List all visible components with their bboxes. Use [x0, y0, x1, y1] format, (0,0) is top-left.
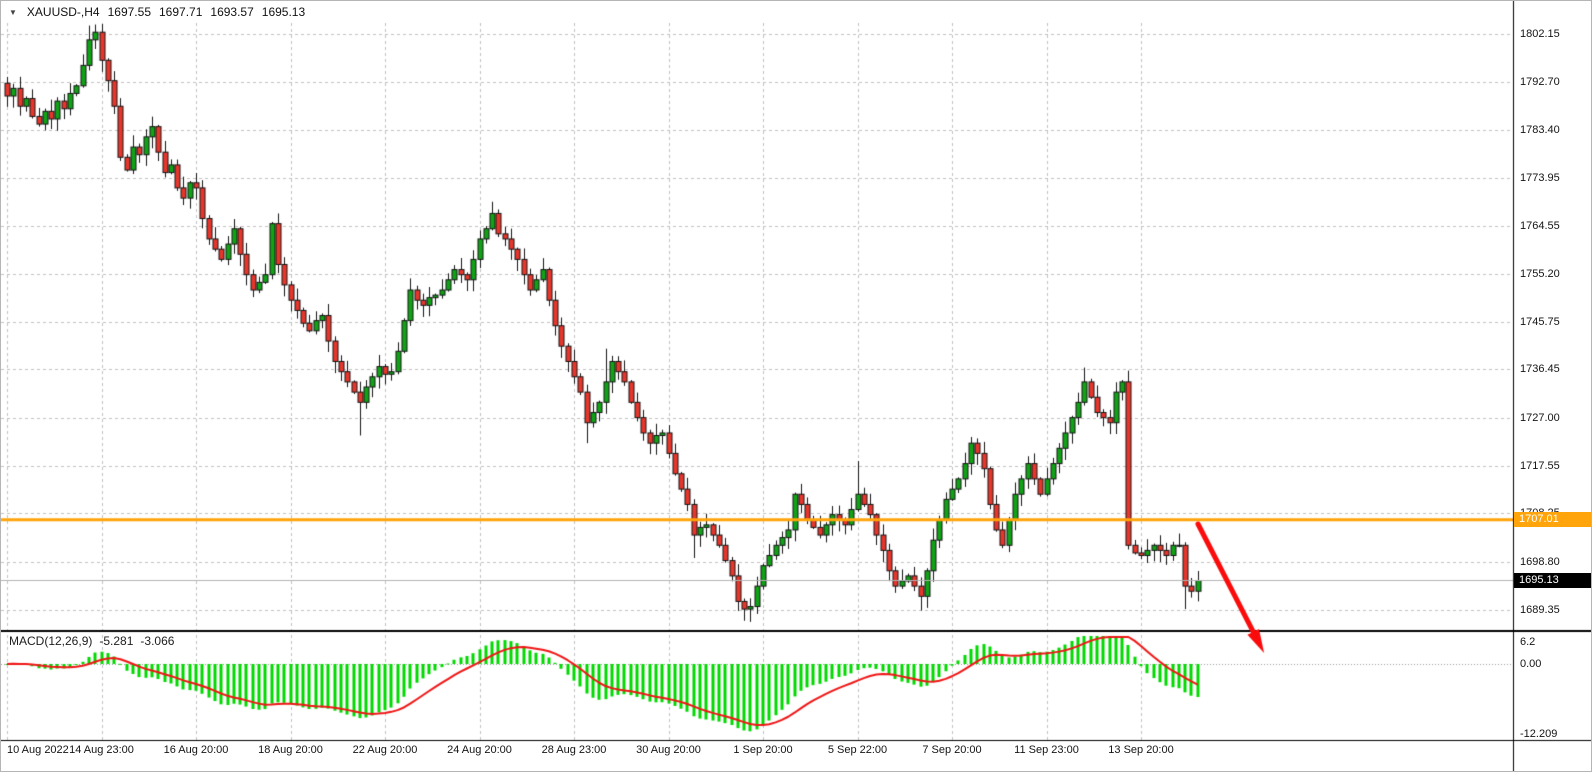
price-axis-label: 1717.55 [1520, 459, 1560, 472]
ohlc-high: 1697.71 [159, 5, 203, 19]
price-axis-label: 1755.20 [1520, 267, 1560, 280]
time-axis-label: 24 Aug 20:00 [447, 744, 512, 756]
macd-axis-label: -12.209 [1520, 728, 1558, 740]
time-axis-label: 1 Sep 20:00 [733, 744, 793, 756]
time-axis-label: 28 Aug 23:00 [541, 744, 607, 756]
time-axis-label: 10 Aug 2022 [7, 744, 69, 756]
price-axis-label: 1727.00 [1520, 411, 1560, 424]
ohlc-open: 1697.55 [107, 5, 151, 19]
ohlc-low: 1693.57 [210, 5, 254, 19]
macd-axis-label: 6.2 [1520, 636, 1536, 648]
price-axis-label: 1783.40 [1520, 123, 1560, 136]
time-axis-label: 16 Aug 20:00 [163, 744, 229, 756]
price-axis-label: 1773.95 [1520, 171, 1560, 184]
price-axis-label: 1736.45 [1520, 363, 1560, 376]
time-axis-label: 13 Sep 20:00 [1108, 744, 1174, 756]
time-axis-label: 18 Aug 20:00 [258, 744, 323, 756]
price-axis-label: 1689.35 [1520, 603, 1560, 616]
time-axis-label: 22 Aug 20:00 [352, 744, 418, 756]
macd-value: -5.281 [99, 634, 134, 648]
hline-price-tag: 1707.01 [1514, 512, 1591, 528]
macd-name: MACD(12,26,9) [9, 634, 93, 648]
time-axis-label: 14 Aug 23:00 [69, 744, 134, 756]
time-axis-label: 5 Sep 22:00 [827, 744, 888, 756]
symbol-dropdown-icon[interactable]: ▼ [9, 7, 17, 17]
price-axis-label: 1745.75 [1520, 315, 1560, 328]
bid-price-tag: 1695.13 [1514, 572, 1591, 588]
time-axis-label: 11 Sep 23:00 [1014, 744, 1079, 756]
macd-indicator-title: MACD(12,26,9) -5.281 -3.066 [9, 634, 174, 648]
macd-signal-value: -3.066 [140, 634, 175, 648]
time-axis-label: 7 Sep 20:00 [922, 744, 982, 756]
price-axis-label: 1698.80 [1520, 555, 1560, 568]
price-axis-label: 1792.70 [1520, 76, 1560, 89]
ohlc-close: 1695.13 [261, 5, 306, 19]
time-axis-label: 30 Aug 20:00 [636, 744, 701, 756]
chart-header: ▼ XAUUSD-,H4 1697.55 1697.71 1693.57 169… [7, 5, 305, 19]
macd-axis-label: 0.00 [1520, 658, 1542, 670]
price-axis-label: 1802.15 [1520, 27, 1560, 40]
symbol-period-label: XAUUSD-,H4 [26, 5, 100, 19]
price-axis-label: 1764.55 [1520, 219, 1560, 232]
